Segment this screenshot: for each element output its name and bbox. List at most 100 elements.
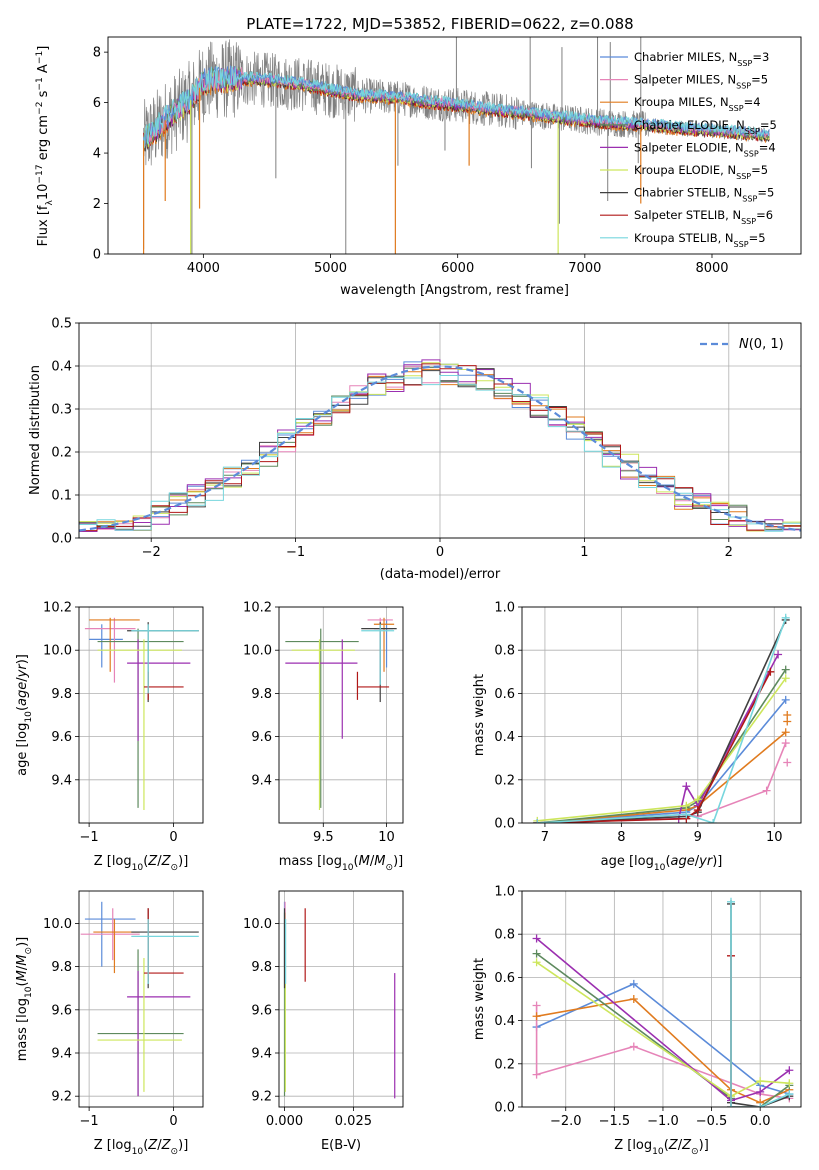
series-line-kroupa_miles [537,731,787,823]
y-tick-label: 0.1 [51,489,72,504]
y-tick-label: 9.2 [251,1090,272,1105]
x-axis-label: mass [log10(M/M⊙)] [279,854,403,873]
y-tick-label: 0.0 [494,817,515,832]
legend: N(0, 1) [700,337,784,352]
y-tick-label: 9.6 [51,1003,72,1018]
axes-frame: −1 0 9.4 9.6 9.8 10.0 10.2 Z [log10(Z/Z⊙)] age [… [15,601,204,873]
x-axis-label: Z [log10(Z/Z⊙)] [94,854,189,873]
marker-salpeter_miles [532,1070,541,1079]
y-tick-label: 1.0 [494,885,515,900]
x-tick-label: 6000 [441,261,474,276]
x-tick-label: 9.5 [313,830,334,845]
plot-area [532,897,794,1107]
marker-salpeter_stelib [693,806,702,815]
y-tick-label: 9.4 [51,773,72,788]
axes-border [78,322,802,539]
marker-kroupa_stelib [682,810,691,819]
marker-kroupa_miles [783,717,792,726]
marker-kroupa_elodie [756,1077,765,1086]
y-tick-label: 1.0 [494,601,515,616]
legend-entry-chabrier_miles: Chabrier MILES, NSSP=3 [634,50,769,68]
x-tick-label: −1.0 [647,1114,679,1129]
y-tick-label: 0.2 [494,773,515,788]
marker-salpeter_miles [783,758,792,767]
x-axis-label: wavelength [Angstrom, rest frame] [340,283,569,298]
x-tick-label: 0.000 [266,1114,303,1129]
y-tick-label: 0.5 [51,317,72,332]
x-tick-label: −1 [80,830,99,845]
x-tick-label: 7 [541,830,549,845]
axes-border [278,890,404,1108]
legend-entry-kroupa_stelib: Kroupa STELIB, NSSP=5 [634,231,766,249]
marker-kroupa_stelib [533,819,542,823]
plot-area [285,617,397,811]
y-tick-label: 0.4 [494,1014,515,1029]
x-tick-label: 9 [694,830,702,845]
y-axis-label: Normed distribution [28,365,43,495]
normal-curve [79,365,801,532]
series-line-kroupa_stelib [730,901,790,1107]
y-tick-label: 0.0 [51,532,72,547]
marker-chabrier_miles [781,695,790,704]
legend: Chabrier MILES, NSSP=3 Salpeter MILES, NS… [600,50,777,248]
panel-weight_vs_Z: −2.0 −1.5 −1.0 −0.5 0.0 0.0 0.2 0.4 0.6 0.8 1.0 Z [… [472,885,802,1157]
y-tick-label: 10.0 [243,917,272,932]
x-axis-label: Z [log10(Z/Z⊙)] [614,1138,709,1157]
y-tick-label: 9.4 [251,773,272,788]
axes-border [78,890,204,1108]
y-tick-label: 0.0 [494,1101,515,1116]
series-line-chabrier_elodie [537,669,787,823]
series-line-kroupa_elodie [536,961,790,1097]
panel-age_vs_Z: −1 0 9.4 9.6 9.8 10.0 10.2 Z [log10(Z/Z⊙)] age [… [15,601,204,873]
y-tick-label: 0.2 [51,446,72,461]
marker-kroupa_miles [629,995,638,1003]
y-tick-label: 9.8 [251,687,272,702]
plot-area [79,359,801,538]
legend-entry-normal: N(0, 1) [739,337,784,352]
y-tick-label: 9.4 [51,1047,72,1062]
x-tick-label: 10 [766,830,783,845]
x-tick-label: 7000 [568,261,601,276]
axes-frame: −2 −1 0 1 2 0.0 0.1 0.2 0.3 0.4 0.5 (data-model)/er… [28,317,802,582]
panel-mass_vs_ebv: 0.000 0.025 9.2 9.4 9.6 9.8 10.0 E(B-V) [243,890,404,1153]
plot-area [80,901,199,1097]
model-spectrum-kroupa_stelib [143,65,770,149]
marker-salpeter_elodie [682,782,691,791]
legend-entry-salpeter_elodie: Salpeter ELODIE, NSSP=4 [634,140,776,158]
legend-entry-kroupa_miles: Kroupa MILES, NSSP=4 [634,95,761,113]
axes-frame: 7 8 9 10 0.0 0.2 0.4 0.6 0.8 1.0 age [log10(age/yr… [472,601,802,873]
y-tick-label: 2 [93,197,101,212]
x-tick-label: −0.5 [696,1114,728,1129]
y-tick-label: 9.8 [51,960,72,975]
axes-frame: 9.5 10 9.4 9.6 9.8 10.0 10.2 mass [log10(M/M⊙)] [243,601,404,873]
x-axis-label: Z [log10(Z/Z⊙)] [94,1138,189,1157]
x-tick-label: 1 [580,545,588,560]
axes-border [521,606,802,824]
x-tick-label: 8000 [695,261,728,276]
y-tick-label: 9.8 [251,960,272,975]
series-line-chabrier_elodie [536,952,790,1107]
x-tick-label: 0.0 [750,1114,771,1129]
x-tick-label: 0.025 [335,1114,372,1129]
marker-chabrier_elodie [781,665,790,674]
x-tick-label: 2 [725,545,733,560]
series-line-salpeter_stelib [537,671,772,823]
gridlines [522,890,801,1108]
x-tick-label: −1 [286,545,305,560]
y-axis-label: Flux [fλ10−17 erg cm−2 s−1 A−1] [35,46,55,247]
axes-frame: 0.000 0.025 9.2 9.4 9.6 9.8 10.0 E(B-V) [243,890,404,1153]
y-tick-label: 10.0 [243,644,272,659]
y-tick-label: 0.3 [51,403,72,418]
y-tick-label: 8 [93,46,101,61]
y-tick-label: 0 [93,248,101,263]
axes-frame: −2.0 −1.5 −1.0 −0.5 0.0 0.0 0.2 0.4 0.6 0.8 1.0 Z [… [472,885,802,1157]
y-tick-label: 9.8 [51,687,72,702]
marker-chabrier_miles [629,979,638,988]
axes-frame: 4000 5000 6000 7000 8000 0 2 4 6 8 wavelength [Ang… [35,36,802,298]
y-axis-label: mass [log10(M/M⊙)] [15,937,34,1061]
marker-kroupa_stelib [781,613,790,622]
y-tick-label: 9.2 [51,1090,72,1105]
x-tick-label: 0 [169,830,177,845]
panel-mass_vs_Z: −1 0 9.2 9.4 9.6 9.8 10.0 Z [log10(Z/Z⊙)] mass [… [15,890,204,1157]
